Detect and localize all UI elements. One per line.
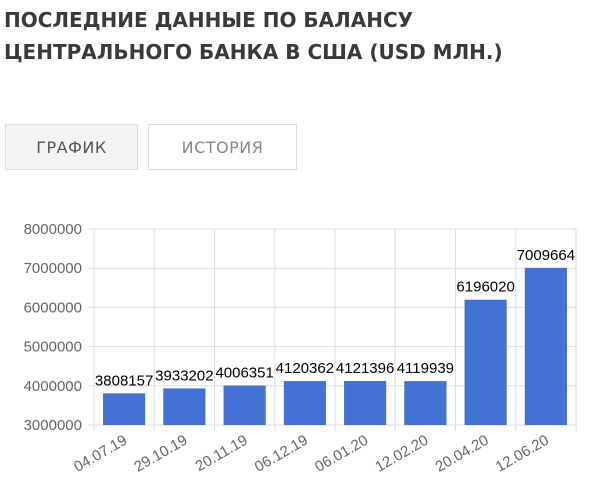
x-tick-label: 20.11.19: [193, 432, 251, 475]
x-tick-label: 29.10.19: [131, 432, 190, 476]
x-tick-label: 12.02.20: [372, 432, 431, 476]
bar: [283, 381, 326, 425]
bar: [163, 388, 206, 425]
y-tick-label: 6000000: [24, 299, 82, 316]
x-tick-label: 04.07.19: [71, 432, 130, 476]
y-tick-label: 8000000: [24, 221, 82, 238]
y-tick-label: 5000000: [24, 339, 82, 356]
x-tick-label: 06.12.19: [252, 432, 311, 476]
data-label: 4120362: [276, 360, 334, 377]
data-label: 4121396: [336, 360, 394, 377]
y-tick-label: 3000000: [24, 417, 82, 434]
y-tick-label: 7000000: [24, 260, 82, 277]
bar: [404, 381, 447, 425]
tab[interactable]: ГРАФИК: [5, 124, 138, 170]
x-tick-label: 12.06.20: [493, 432, 552, 476]
tab[interactable]: ИСТОРИЯ: [148, 124, 297, 170]
chart: 3000000 4000000 5000000 6000000 7000000 80000…: [24, 221, 577, 476]
data-label: 6196020: [456, 279, 514, 296]
data-label: 4119939: [397, 360, 454, 377]
bar: [344, 381, 387, 425]
y-tick-label: 4000000: [24, 378, 82, 395]
title: ПОСЛЕДНИЕ ДАННЫЕ ПО БАЛАНСУ ЦЕНТРАЛЬНОГО…: [4, 8, 503, 64]
bar: [103, 393, 146, 425]
data-label: 7009664: [517, 247, 575, 264]
x-tick-label: 06.01.20: [312, 432, 371, 476]
bar: [223, 385, 266, 425]
data-label: 4006351: [215, 365, 273, 382]
data-label: 3933202: [155, 367, 213, 384]
x-tick-label: 20.04.20: [433, 432, 492, 476]
data-label: 3808157: [95, 372, 153, 389]
bar: [464, 299, 507, 425]
bar: [524, 267, 567, 425]
